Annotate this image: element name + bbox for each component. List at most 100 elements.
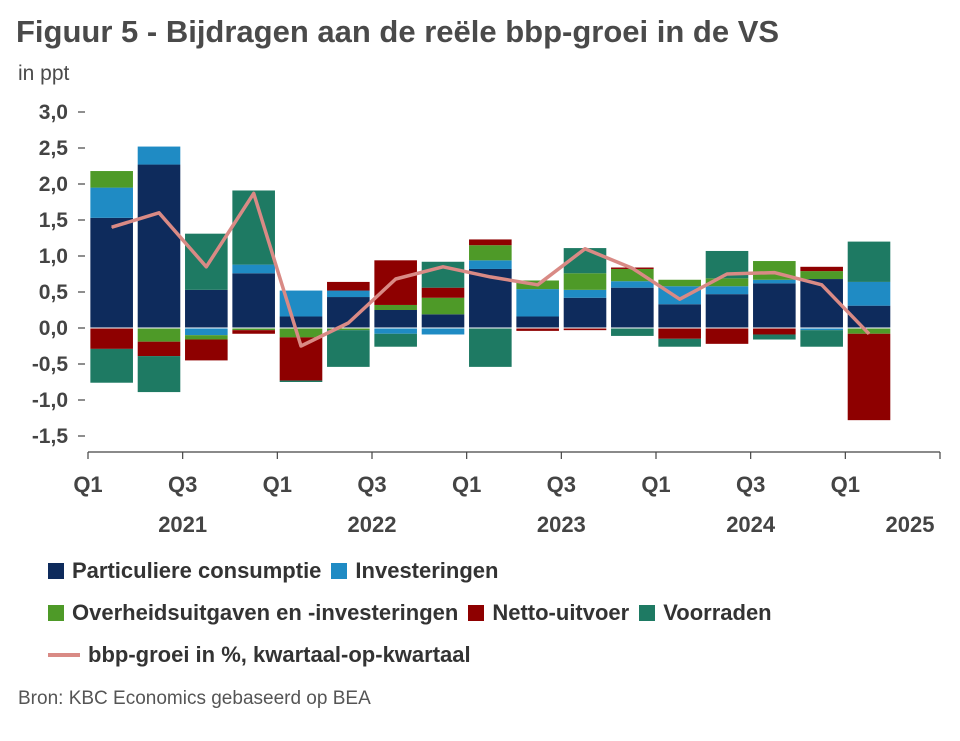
bar-consumption — [374, 310, 417, 328]
bar-inventories — [137, 356, 181, 393]
x-tick-label: Q3 — [168, 472, 197, 497]
legend-swatch — [48, 563, 64, 579]
y-tick-label: -1,5 — [32, 425, 69, 448]
x-tick-label: Q1 — [73, 472, 102, 497]
gdp-growth-point — [205, 266, 207, 268]
legend-item-investment: Investeringen — [331, 558, 498, 584]
legend-row: Particuliere consumptie Investeringen — [48, 550, 782, 592]
source-note: Bron: KBC Economics gebaseerd op BEA — [18, 688, 371, 709]
legend-label: Particuliere consumptie — [72, 558, 322, 583]
bar-investment — [753, 279, 796, 284]
bar-inventories — [279, 380, 323, 382]
gdp-growth-point — [821, 284, 823, 286]
x-tick-label: Q1 — [831, 472, 860, 497]
legend-label: bbp-groei in %, kwartaal-op-kwartaal — [88, 642, 471, 667]
gdp-growth-point — [631, 267, 633, 269]
x-tick-label: Q3 — [736, 472, 765, 497]
bar-government — [137, 328, 181, 342]
gdp-growth-point — [868, 333, 870, 335]
bar-government — [327, 328, 370, 331]
y-tick-label: 2,0 — [39, 173, 68, 196]
bar-net_exports — [469, 239, 512, 246]
x-year-label: 2022 — [348, 512, 397, 537]
legend-item-government: Overheidsuitgaven en -investeringen — [48, 600, 458, 626]
bar-net_exports — [185, 339, 228, 361]
x-tick-label: Q1 — [263, 472, 292, 497]
y-tick-label: 0,5 — [39, 281, 69, 304]
legend-row: Overheidsuitgaven en -investeringen Netto… — [48, 592, 782, 634]
bar-consumption — [421, 314, 465, 328]
x-tick-label: Q3 — [357, 472, 386, 497]
bar-inventories — [374, 333, 417, 347]
bar-inventories — [753, 334, 796, 340]
bar-consumption — [705, 294, 749, 328]
bar-net_exports — [421, 287, 465, 298]
x-tick-label: Q1 — [641, 472, 670, 497]
legend-swatch — [48, 605, 64, 621]
legend-label: Netto-uitvoer — [492, 600, 630, 625]
bar-investment — [374, 328, 417, 334]
y-tick-label: -0,5 — [32, 353, 69, 376]
bar-inventories — [611, 328, 654, 336]
bar-government — [611, 268, 654, 282]
bar-government — [658, 279, 701, 287]
chart-title: Figuur 5 - Bijdragen aan de reële bbp-gr… — [16, 14, 780, 49]
bar-investment — [516, 289, 559, 317]
bar-investment — [185, 328, 228, 336]
gdp-growth-point — [537, 284, 539, 286]
gdp-growth-point — [253, 192, 255, 194]
gdp-growth-point — [773, 272, 775, 274]
bar-investment — [563, 289, 607, 298]
bar-net_exports — [232, 330, 275, 334]
bar-consumption — [658, 304, 701, 328]
gdp-growth-point — [158, 212, 160, 214]
x-year-label: 2023 — [537, 512, 586, 537]
legend: Particuliere consumptie Investeringen Over… — [48, 550, 782, 676]
bar-consumption — [185, 289, 228, 328]
gdp-growth-point — [679, 298, 681, 300]
bar-net_exports — [800, 266, 843, 272]
gdp-growth-point — [584, 248, 586, 250]
bar-inventories — [847, 241, 891, 282]
bar-government — [469, 245, 512, 261]
x-year-label: 2024 — [726, 512, 776, 537]
bar-investment — [327, 290, 370, 298]
legend-label: Investeringen — [355, 558, 499, 583]
legend-row: bbp-groei in %, kwartaal-op-kwartaal — [48, 634, 782, 676]
bar-investment — [611, 281, 654, 288]
x-year-label: 2025 — [886, 512, 935, 537]
legend-label: Voorraden — [663, 600, 772, 625]
bar-net_exports — [374, 260, 417, 305]
bar-net_exports — [753, 328, 796, 335]
bar-consumption — [279, 316, 323, 328]
chart-area: 3,0 2,5 2,0 1,5 1,0 0,5 0,0 -0,5 -1,0 -1,5 Q1 Q3 202… — [32, 101, 941, 537]
legend-swatch — [468, 605, 485, 621]
bar-investment — [847, 281, 891, 306]
bar-investment — [137, 146, 181, 165]
gdp-growth-point — [489, 276, 491, 278]
bar-government — [705, 278, 749, 287]
bar-government — [185, 335, 228, 340]
bar-consumption — [90, 217, 133, 328]
bar-net_exports — [137, 341, 181, 357]
y-tick-label: 2,5 — [39, 137, 69, 160]
bar-consumption — [611, 287, 654, 328]
bar-government — [847, 328, 891, 334]
bar-net_exports — [516, 328, 559, 331]
x-tick-label: Q3 — [547, 472, 576, 497]
legend-item-gdp_line: bbp-groei in %, kwartaal-op-kwartaal — [48, 642, 471, 668]
gdp-growth-point — [442, 266, 444, 268]
x-year-label: 2021 — [158, 512, 207, 537]
bar-consumption — [232, 273, 275, 328]
bar-net_exports — [327, 281, 370, 291]
bar-government — [279, 328, 323, 338]
bar-consumption — [563, 297, 607, 328]
legend-item-consumption: Particuliere consumptie — [48, 558, 321, 584]
bar-investment — [90, 187, 133, 218]
y-tick-label: 1,0 — [39, 245, 68, 268]
legend-label: Overheidsuitgaven en -investeringen — [72, 600, 459, 625]
bar-consumption — [516, 316, 559, 328]
legend-swatch — [639, 605, 656, 621]
x-tick-label: Q1 — [452, 472, 481, 497]
bar-government — [800, 271, 843, 280]
